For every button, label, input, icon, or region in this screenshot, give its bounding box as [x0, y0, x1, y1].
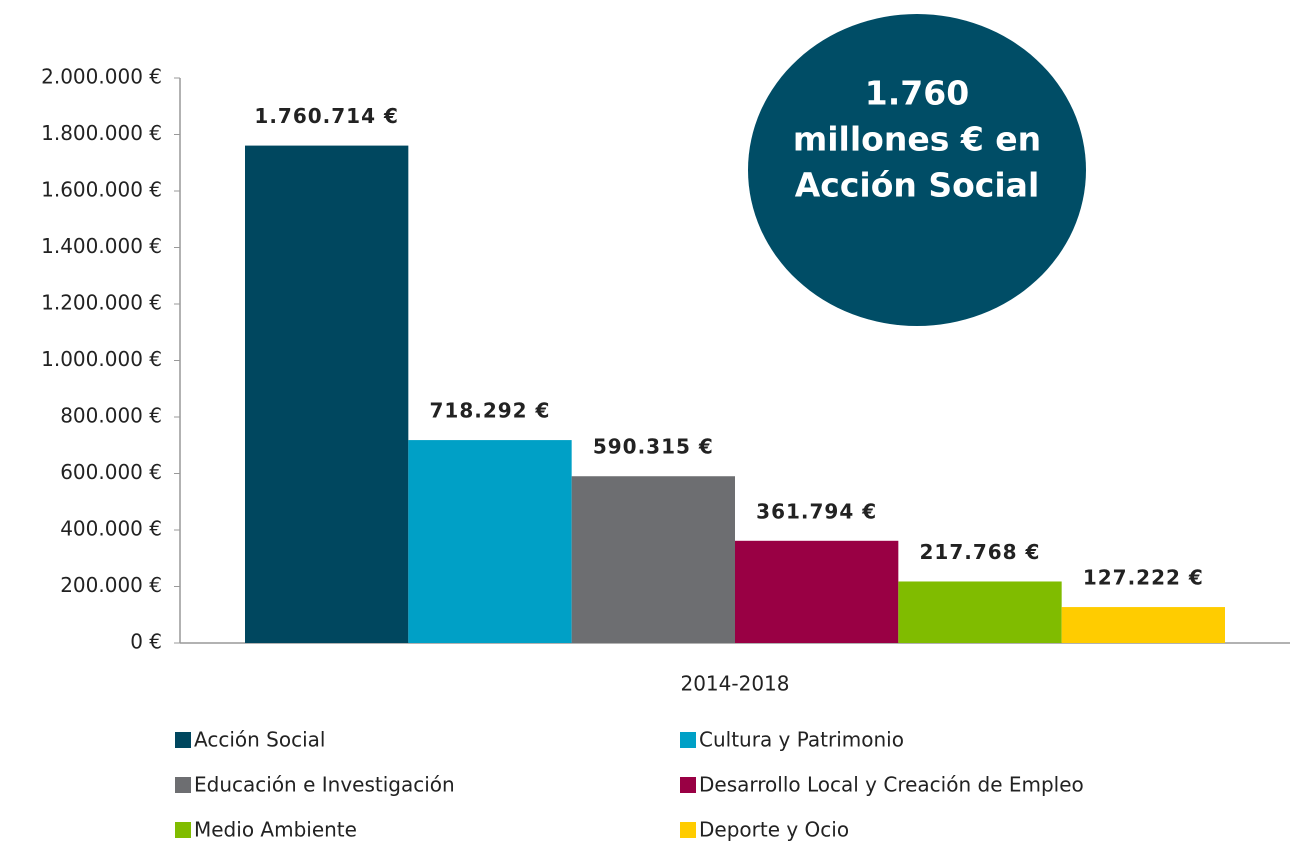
- y-tick-label: 400.000 €: [60, 517, 162, 541]
- legend-swatch: [680, 822, 696, 838]
- legend-label: Acción Social: [194, 728, 325, 752]
- value-label: 361.794 €: [756, 499, 877, 523]
- legend-label: Desarrollo Local y Creación de Empleo: [699, 773, 1084, 797]
- value-label: 1.760.714 €: [254, 104, 399, 128]
- y-tick-label: 600.000 €: [60, 460, 162, 484]
- annotation-line: 1.760: [865, 74, 969, 113]
- annotation-line: Acción Social: [795, 166, 1040, 205]
- value-label: 718.292 €: [430, 399, 551, 423]
- legend-swatch: [680, 732, 696, 748]
- y-tick-label: 1.800.000 €: [41, 121, 162, 145]
- annotation-line: millones € en: [793, 120, 1041, 159]
- legend-swatch: [175, 777, 191, 793]
- bar: [571, 476, 735, 643]
- y-tick-label: 2.000.000 €: [41, 65, 162, 89]
- legend-swatch: [680, 777, 696, 793]
- bar: [898, 581, 1062, 643]
- y-tick-label: 200.000 €: [60, 573, 162, 597]
- annotation-bubble: [748, 14, 1086, 326]
- y-tick-label: 800.000 €: [60, 404, 162, 428]
- bar: [735, 540, 899, 643]
- legend-swatch: [175, 822, 191, 838]
- y-tick-label: 1.000.000 €: [41, 347, 162, 371]
- value-label: 590.315 €: [593, 435, 714, 459]
- value-label: 217.768 €: [920, 540, 1041, 564]
- x-tick-label: 2014-2018: [680, 672, 789, 696]
- y-tick-label: 0 €: [130, 630, 162, 654]
- value-label: 127.222 €: [1083, 566, 1204, 590]
- bar: [408, 440, 572, 643]
- y-tick-label: 1.400.000 €: [41, 234, 162, 258]
- legend-label: Medio Ambiente: [194, 818, 357, 842]
- y-tick-label: 1.200.000 €: [41, 291, 162, 315]
- legend-swatch: [175, 732, 191, 748]
- legend-label: Educación e Investigación: [194, 773, 455, 797]
- legend-label: Cultura y Patrimonio: [699, 728, 904, 752]
- legend-label: Deporte y Ocio: [699, 818, 849, 842]
- bar: [245, 145, 409, 643]
- bar: [1061, 607, 1225, 643]
- y-tick-label: 1.600.000 €: [41, 178, 162, 202]
